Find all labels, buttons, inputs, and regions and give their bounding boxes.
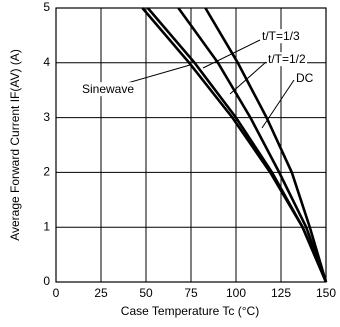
label-background	[295, 71, 315, 86]
x-tick-label: 50	[139, 286, 153, 300]
series-label: DC	[296, 71, 314, 85]
y-tick-label: 3	[43, 110, 50, 124]
x-axis-label: Case Temperature Tc (°C)	[121, 304, 259, 318]
y-tick-label: 0	[43, 274, 50, 288]
curve	[141, 7, 328, 283]
curve	[146, 7, 328, 283]
y-tick-label: 5	[43, 0, 50, 14]
leader-line	[261, 79, 295, 129]
x-tick-label: 0	[53, 286, 60, 300]
x-tick-label: 25	[94, 286, 108, 300]
label-background	[81, 82, 136, 97]
series-label: t/T=1/2	[268, 52, 306, 66]
series-label: Sinewave	[82, 82, 134, 96]
series-label: t/T=1/3	[262, 29, 300, 43]
y-tick-label: 4	[43, 55, 50, 69]
y-tick-label: 2	[43, 165, 50, 179]
curve	[204, 7, 328, 283]
leader-line	[123, 64, 191, 85]
label-background	[267, 52, 308, 67]
x-tick-label: 100	[226, 286, 246, 300]
label-background	[261, 29, 302, 44]
x-tick-label: 75	[184, 286, 198, 300]
y-axis-label: Average Forward Current IF(AV) (A)	[8, 49, 22, 241]
y-tick-label: 1	[43, 219, 50, 233]
leader-line	[229, 61, 267, 95]
x-tick-label: 125	[271, 286, 291, 300]
curve	[177, 7, 328, 283]
x-tick-label: 150	[316, 286, 336, 300]
